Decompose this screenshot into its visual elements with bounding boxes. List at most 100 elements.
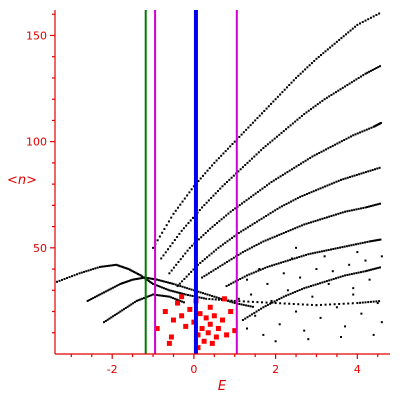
series-8-point — [255, 270, 258, 273]
series-8-point — [357, 242, 360, 245]
series-1-point — [99, 293, 102, 296]
series-4-point — [262, 147, 265, 150]
scatter-point — [352, 287, 355, 290]
series-1-point — [126, 280, 129, 283]
series-8-point — [268, 265, 271, 268]
series-7-point — [269, 237, 272, 240]
series-9-point — [368, 269, 371, 272]
series-0-point — [109, 264, 112, 267]
series-3-point — [188, 191, 191, 194]
series-3-point — [211, 164, 214, 167]
series-6-point — [358, 173, 361, 176]
series-8-point — [364, 241, 367, 244]
series-9-point — [319, 282, 322, 285]
series-0-point — [168, 289, 171, 292]
series-3-point — [301, 70, 304, 73]
series-3-point — [254, 119, 257, 122]
series-1-point — [142, 276, 145, 279]
series-6-point — [303, 193, 306, 196]
series-7-point — [216, 266, 219, 269]
series-9-point — [291, 291, 294, 294]
series-4-point — [289, 124, 292, 127]
series-3-point — [333, 42, 336, 45]
series-4-point — [328, 95, 331, 98]
red-point — [207, 321, 213, 327]
series-0-point — [89, 268, 92, 271]
series-3-point — [375, 13, 378, 16]
series-1-point — [157, 279, 160, 282]
series-4-point — [257, 151, 260, 154]
scatter-point — [299, 276, 302, 279]
series-9-point — [273, 300, 276, 303]
series-4-point — [162, 254, 165, 257]
series-2-point — [132, 302, 135, 305]
series-1-point — [92, 297, 95, 300]
series-3-point — [354, 25, 357, 28]
series-3-point — [256, 117, 259, 120]
series-5-point — [259, 189, 262, 192]
scatter-point — [348, 263, 351, 266]
series-3-point — [213, 161, 216, 164]
series-1-point — [108, 288, 111, 291]
series-4-point — [176, 235, 179, 238]
series-0-point — [76, 273, 79, 276]
series-3-point — [233, 140, 236, 143]
series-3-point — [265, 107, 268, 110]
series-8-point — [336, 247, 339, 250]
series-7-point — [377, 203, 380, 206]
red-point — [211, 313, 217, 319]
series-0-point — [113, 264, 116, 267]
series-1-point — [147, 277, 150, 280]
series-0-point — [329, 303, 332, 306]
series-0-point — [274, 302, 277, 305]
series-9-point — [289, 292, 292, 295]
series-7-point — [355, 208, 358, 211]
series-4-point — [228, 178, 231, 181]
series-4-point — [278, 133, 281, 136]
scatter-point — [364, 259, 367, 262]
scatter-point — [295, 246, 298, 249]
series-9-point — [330, 278, 333, 281]
series-5-point — [270, 181, 273, 183]
series-1-point — [201, 292, 204, 295]
series-3-point — [347, 31, 350, 34]
series-0-point — [135, 272, 138, 275]
series-5-point — [220, 218, 223, 221]
series-2-point — [141, 297, 144, 300]
series-0-point — [356, 302, 359, 305]
series-1-point — [159, 279, 162, 282]
series-8-point — [374, 239, 377, 242]
series-4-point — [323, 98, 326, 101]
series-0-point — [242, 300, 245, 303]
series-1-point — [213, 295, 216, 298]
series-3-point — [165, 224, 168, 227]
series-8-point — [257, 269, 260, 272]
series-0-point — [173, 290, 176, 293]
series-5-point — [218, 220, 221, 223]
series-9-point — [371, 268, 374, 271]
series-2-point — [159, 294, 162, 297]
series-9-point — [257, 309, 260, 312]
series-2-point — [126, 305, 129, 308]
series-1-point — [217, 297, 220, 300]
series-7-point — [214, 268, 217, 271]
series-1-point — [119, 282, 122, 285]
series-0-point — [118, 264, 120, 267]
series-3-point — [249, 124, 252, 127]
series-8-point — [371, 239, 374, 242]
series-1-point — [238, 302, 241, 305]
series-2-point — [135, 299, 138, 302]
series-0-point — [111, 264, 114, 267]
series-4-point — [203, 204, 206, 207]
series-2-point — [148, 294, 151, 297]
series-2-point — [110, 316, 113, 319]
red-point — [197, 311, 203, 317]
series-8-point — [284, 260, 287, 263]
series-7-point — [251, 246, 254, 249]
series-6-point — [326, 184, 329, 187]
series-6-point — [337, 179, 340, 182]
series-3-point — [242, 131, 245, 134]
series-7-point — [314, 219, 317, 222]
series-2-point — [130, 303, 133, 306]
series-5-point — [238, 204, 241, 207]
